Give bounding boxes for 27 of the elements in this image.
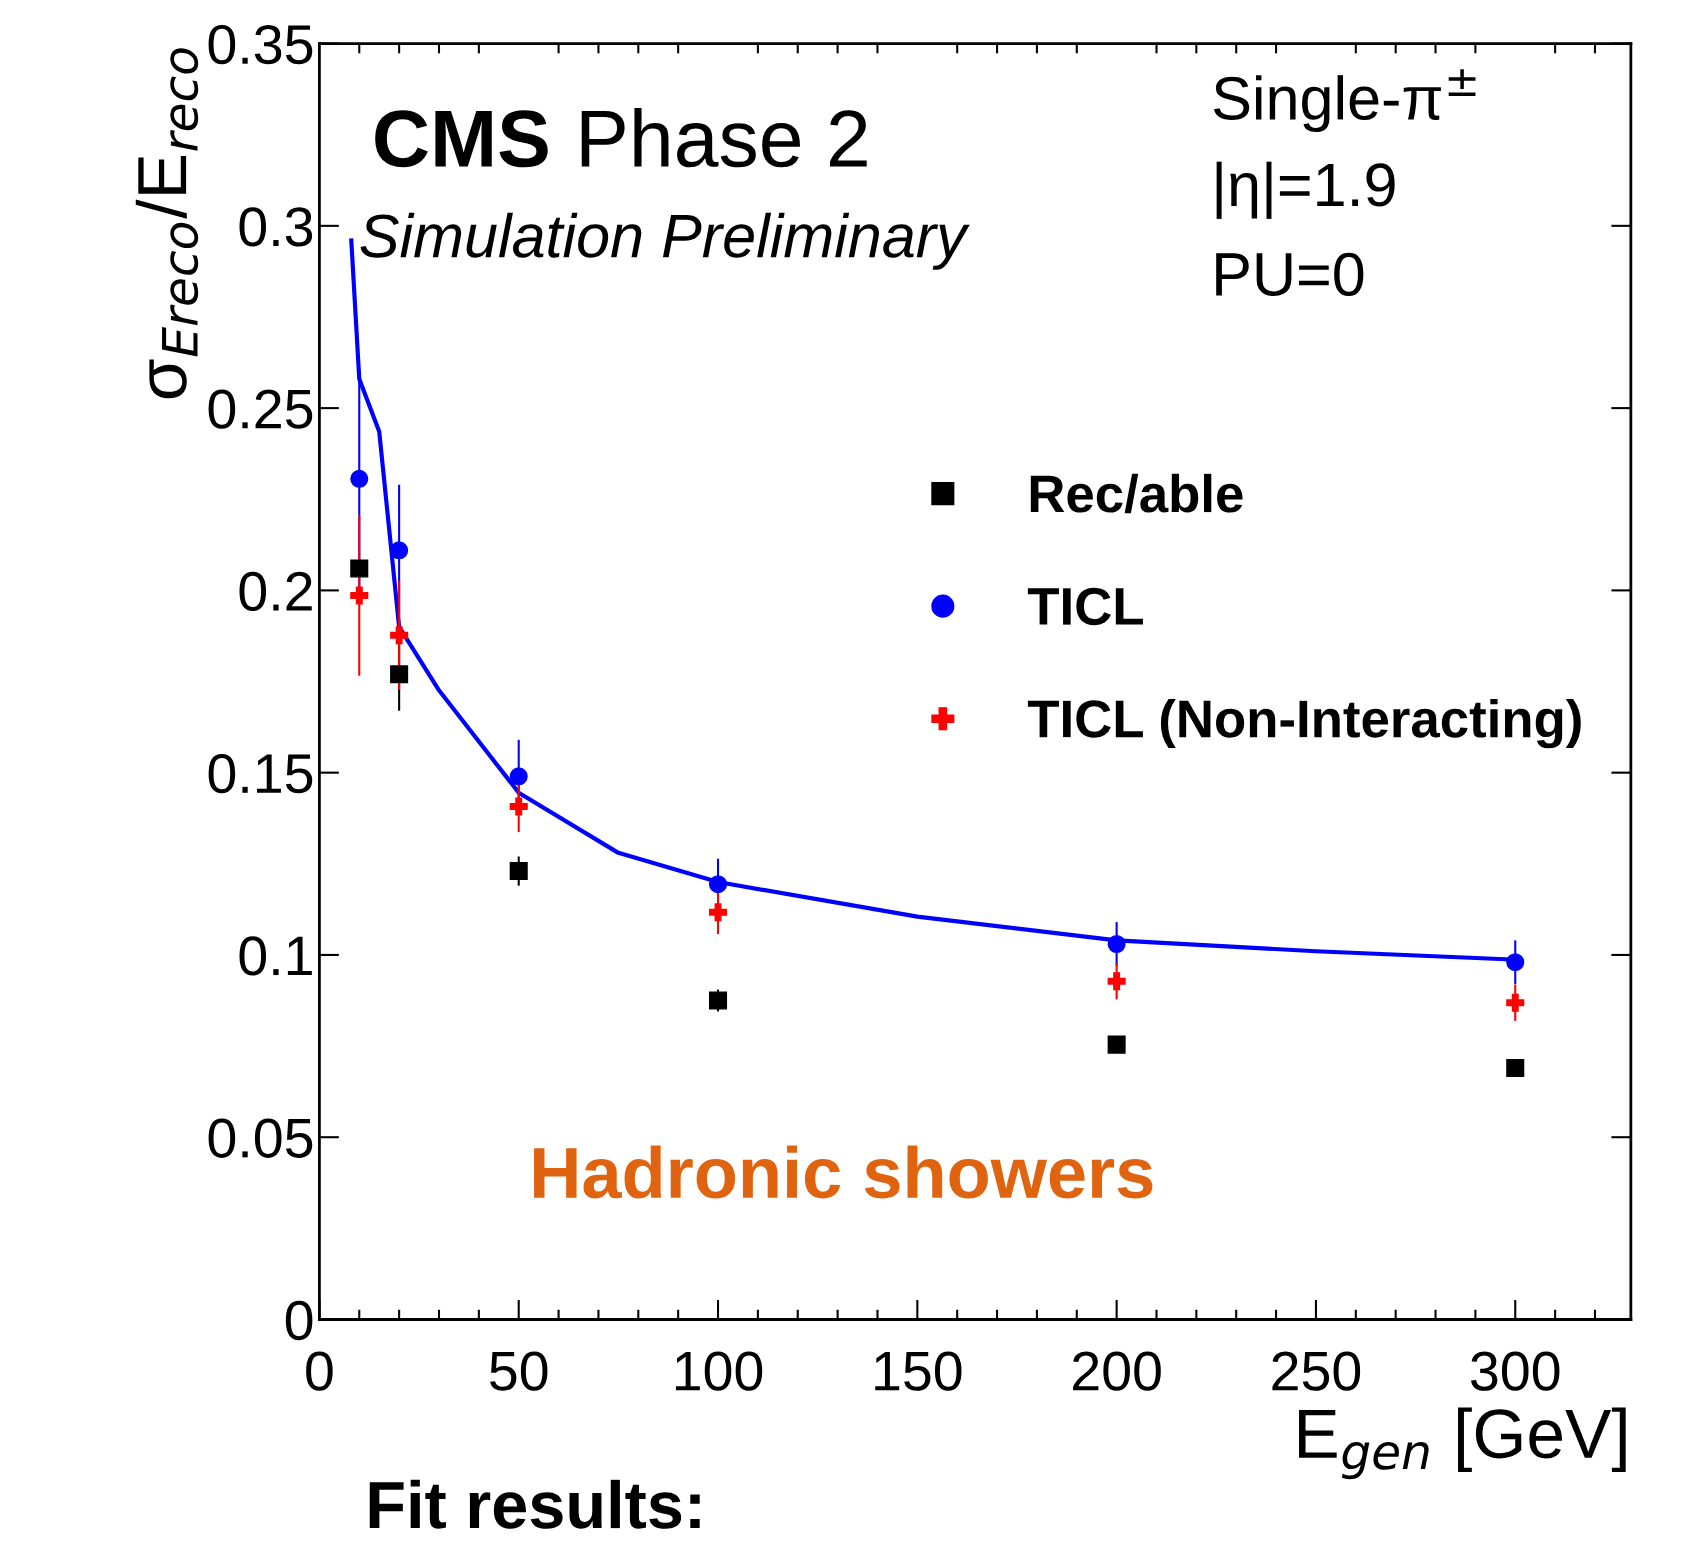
y-tick-label: 0.35 bbox=[208, 24, 313, 65]
annotation: Phase 2 bbox=[581, 108, 867, 168]
y-axis-title: σ$_{Ereco}$/E$_{reco}$ bbox=[135, 48, 199, 399]
annotation: |η|=1.9 bbox=[1216, 161, 1395, 219]
y-tick-label: 0.3 bbox=[239, 207, 313, 247]
annotation: Simulation Preliminary bbox=[360, 212, 970, 270]
legend-label: TICL (Non-Interacting) bbox=[1027, 698, 1581, 749]
annotation: PU=0 bbox=[1216, 252, 1364, 297]
x-tick-label: 200 bbox=[1073, 1351, 1161, 1391]
text: Fit results: bbox=[369, 1479, 700, 1529]
y-tick-label: 0.2 bbox=[239, 571, 312, 612]
legend-label: TICL bbox=[1027, 587, 1143, 626]
y-tick-label: 0.25 bbox=[208, 389, 313, 429]
x-tick-label: 150 bbox=[875, 1351, 962, 1391]
y-tick-label: 0 bbox=[285, 1300, 313, 1341]
annotation: Single-π$^{±}$ bbox=[1213, 69, 1476, 133]
y-tick-label: 0.15 bbox=[208, 754, 313, 794]
annotation: CMS bbox=[375, 110, 548, 168]
y-tick-label: 0.1 bbox=[239, 936, 312, 976]
x-tick-label: 50 bbox=[490, 1351, 548, 1391]
y-tick-label: 0.05 bbox=[208, 1118, 313, 1158]
x-tick-label: 100 bbox=[675, 1351, 763, 1391]
x-tick-label: 300 bbox=[1471, 1351, 1560, 1391]
legend-label: Rec/able bbox=[1030, 473, 1243, 514]
annotation: Hadronic showers bbox=[534, 1145, 1153, 1199]
x-tick-label: 250 bbox=[1272, 1351, 1361, 1391]
x-axis-title: E$_{gen}$ [GeV] bbox=[1299, 1407, 1626, 1480]
